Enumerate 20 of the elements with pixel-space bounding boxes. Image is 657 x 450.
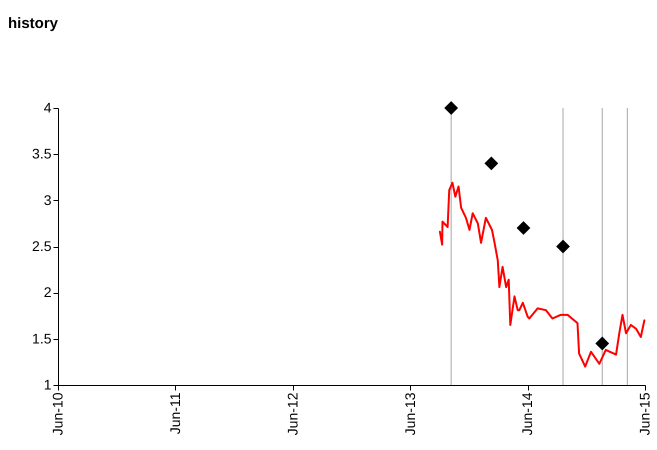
x-tick-label: Jun-13 bbox=[402, 392, 418, 436]
point bbox=[516, 221, 530, 235]
x-tick-label: Jun-10 bbox=[50, 392, 66, 436]
y-tick-label: 2 bbox=[44, 284, 52, 300]
y-tick-label: 3 bbox=[44, 192, 52, 208]
x-tick-label: Jun-11 bbox=[166, 392, 183, 434]
y-tick-label: 4 bbox=[44, 100, 52, 116]
line-series bbox=[438, 182, 646, 368]
y-tick-label: 1.5 bbox=[32, 330, 52, 346]
x-tick-label: Jun-12 bbox=[284, 392, 300, 436]
y-tick-label: 1 bbox=[44, 376, 52, 392]
point bbox=[556, 240, 570, 254]
point bbox=[444, 101, 458, 115]
point bbox=[484, 156, 498, 170]
y-tick-label: 3.5 bbox=[32, 146, 52, 162]
x-tick-label: Jun-15 bbox=[636, 392, 652, 436]
chart-title: history bbox=[8, 15, 59, 32]
point bbox=[595, 336, 610, 350]
x-tick-label: Jun-14 bbox=[519, 392, 536, 436]
y-tick-label: 2.5 bbox=[32, 238, 52, 254]
